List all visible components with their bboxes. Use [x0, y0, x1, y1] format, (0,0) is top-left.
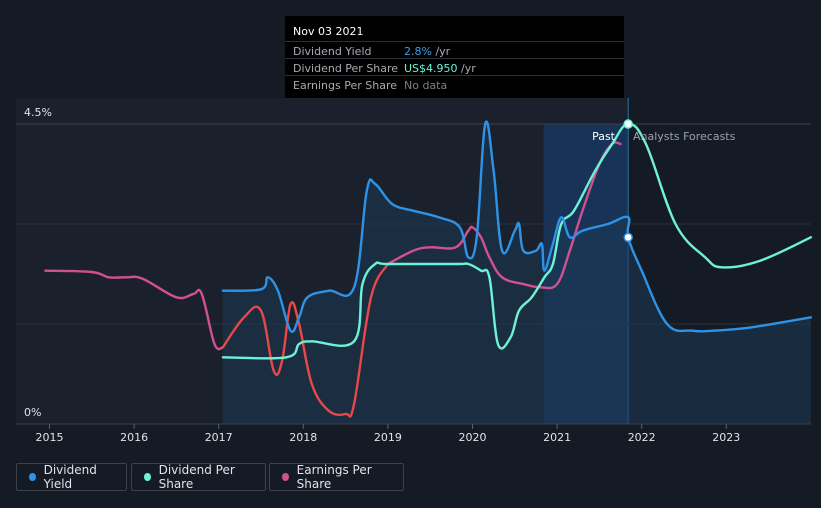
series-line-dividend-yield — [221, 120, 813, 333]
series-line-dividend-per-share — [221, 122, 813, 360]
x-tick-label: 2022 — [628, 431, 656, 444]
x-tick-label: 2016 — [120, 431, 148, 444]
tooltip-label: Dividend Yield — [293, 45, 372, 58]
forecast-label: Analysts Forecasts — [633, 130, 736, 143]
legend-earnings-per-share[interactable]: Earnings Per Share — [269, 463, 404, 491]
x-tick-label: 2021 — [543, 431, 571, 444]
legend-dot-icon — [144, 473, 151, 481]
y-tick-label: 4.5% — [24, 106, 52, 119]
x-tick-label: 2023 — [712, 431, 740, 444]
tooltip-unit: /yr — [461, 62, 476, 75]
tooltip-label: Dividend Per Share — [293, 62, 399, 75]
tooltip-row-earnings-per-share: Earnings Per Share No data — [285, 75, 624, 93]
tooltip-unit: /yr — [435, 45, 451, 58]
tooltip-value: 2.8% — [404, 45, 432, 58]
x-tick-label: 2020 — [459, 431, 487, 444]
tooltip-row-dividend-yield: Dividend Yield 2.8% /yr — [285, 41, 624, 59]
x-tick-label: 2018 — [289, 431, 317, 444]
legend-label: Dividend Yield — [43, 463, 97, 491]
x-tick-label: 2015 — [36, 431, 64, 444]
legend-label: Earnings Per Share — [296, 463, 372, 491]
tooltip-row-dividend-per-share: Dividend Per Share US$4.950 /yr — [285, 58, 624, 76]
series-line-earnings-per-share — [221, 262, 390, 418]
tooltip-date: Nov 03 2021 — [293, 25, 364, 38]
tooltip-value: No data — [404, 79, 448, 92]
legend-dividend-per-share[interactable]: Dividend Per Share — [131, 463, 266, 491]
past-label: Past — [592, 130, 616, 143]
dividend-yield-area — [222, 121, 811, 424]
tooltip-label: Earnings Per Share — [293, 79, 398, 92]
tooltip-value: US$4.950 — [404, 62, 458, 75]
series-line-earnings-per-share — [386, 141, 622, 290]
hover-marker — [623, 119, 633, 129]
hover-marker — [623, 232, 633, 243]
y-tick-label: 0% — [24, 406, 41, 419]
legend-dot-icon — [29, 473, 36, 481]
series-line-earnings-per-share — [44, 269, 225, 351]
legend-label: Dividend Per Share — [158, 463, 235, 491]
x-tick-label: 2019 — [374, 431, 402, 444]
tooltip: Nov 03 2021 Dividend Yield 2.8% /yr Divi… — [285, 16, 624, 98]
legend-dot-icon — [282, 473, 289, 481]
x-tick-label: 2017 — [205, 431, 233, 444]
legend-dividend-yield[interactable]: Dividend Yield — [16, 463, 127, 491]
